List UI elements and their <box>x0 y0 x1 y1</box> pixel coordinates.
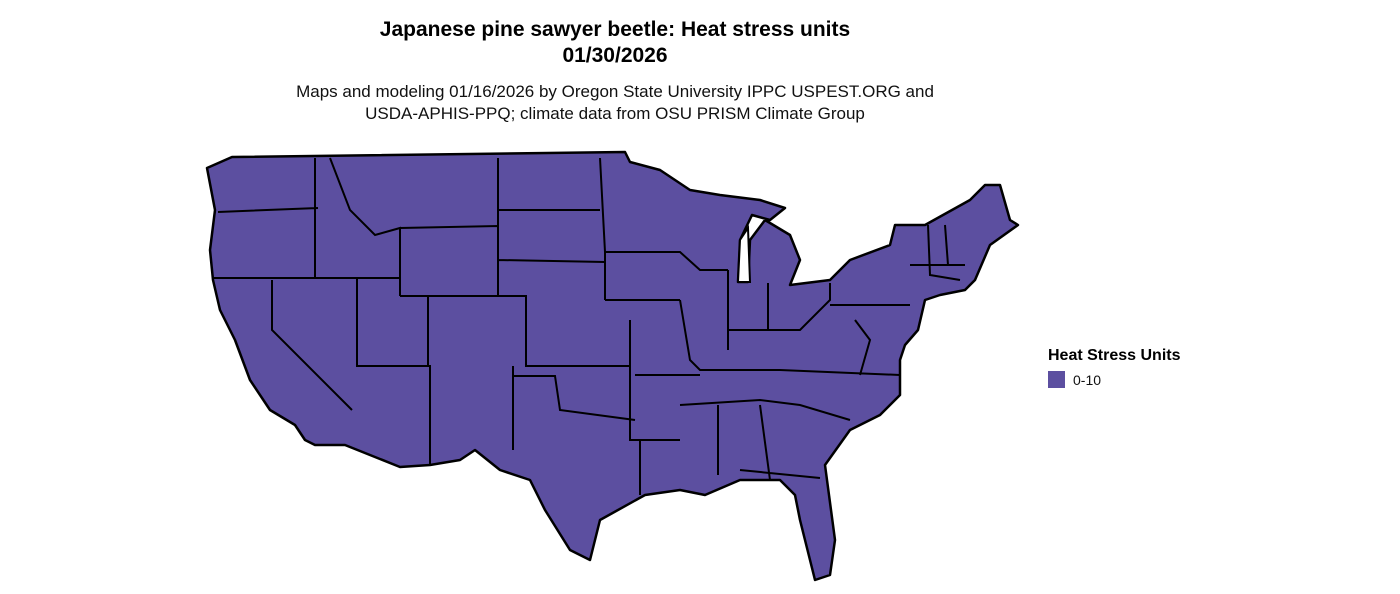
map-title: Japanese pine sawyer beetle: Heat stress… <box>379 18 851 41</box>
map-date: 01/30/2026 <box>562 44 668 67</box>
legend-title: Heat Stress Units <box>1048 347 1181 364</box>
legend: Heat Stress Units 0-10 <box>1048 347 1181 388</box>
legend-label: 0-10 <box>1073 371 1102 388</box>
great-lakes <box>736 224 752 283</box>
map-subtitle-1: Maps and modeling 01/16/2026 by Oregon S… <box>296 82 934 101</box>
legend-swatch <box>1048 371 1065 388</box>
state-borders <box>213 157 965 495</box>
legend-item: 0-10 <box>1048 371 1181 388</box>
map-subtitle-2: USDA-APHIS-PPQ; climate data from OSU PR… <box>365 104 865 123</box>
